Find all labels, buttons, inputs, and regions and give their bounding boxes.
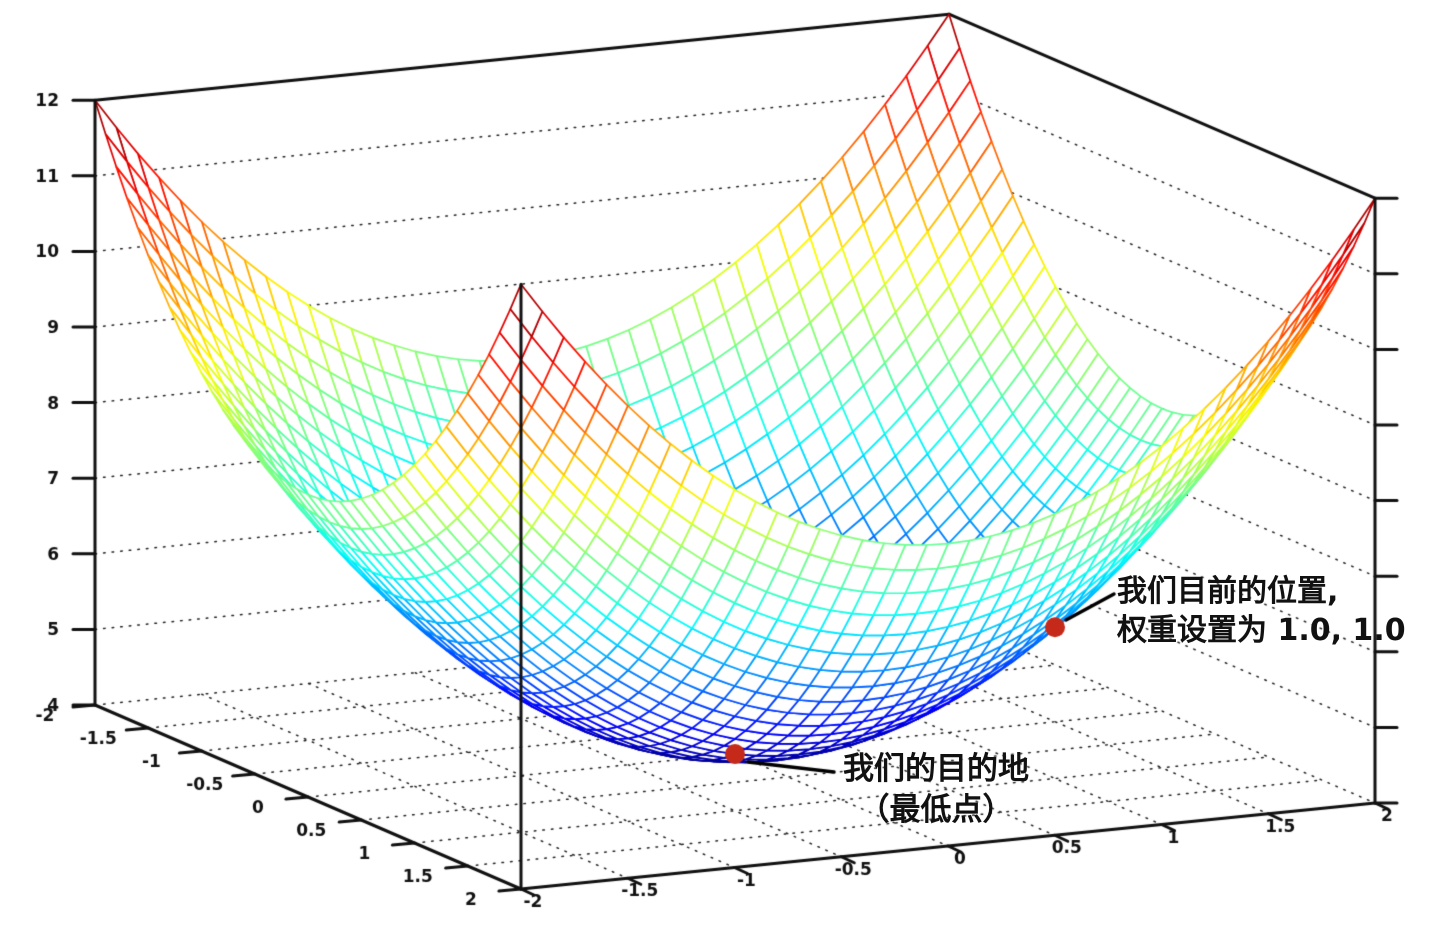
annotation-current-position-line2: 权重设置为 1.0, 1.0 [1117,613,1406,648]
annotation-destination: 我们的目的地 （最低点） [843,749,1029,831]
annotation-destination-line2: （最低点） [858,792,1014,828]
annotation-current-position: 我们目前的位置, 权重设置为 1.0, 1.0 [1117,572,1406,650]
annotation-destination-line1: 我们的目的地 [843,751,1029,787]
annotation-current-position-line1: 我们目前的位置, [1117,574,1339,609]
